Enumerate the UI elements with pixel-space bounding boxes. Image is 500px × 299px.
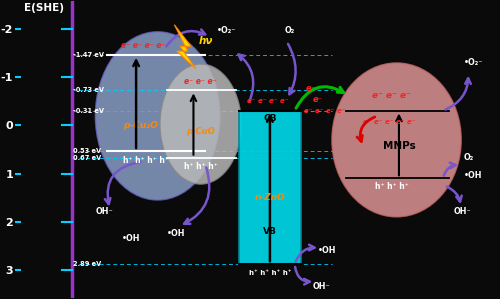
Text: CB: CB [263,114,276,123]
Text: e⁻ e⁻ e⁻ e⁻ e⁻: e⁻ e⁻ e⁻ e⁻ e⁻ [363,119,416,125]
Text: -1.47 eV: -1.47 eV [72,52,104,58]
Text: -0.31 eV: -0.31 eV [72,108,104,114]
Text: •OH: •OH [464,171,482,180]
Text: e⁻: e⁻ [313,95,323,104]
Text: h⁺ h⁺ h⁺: h⁺ h⁺ h⁺ [184,162,218,171]
Text: h⁺ h⁺ h⁺: h⁺ h⁺ h⁺ [375,182,408,191]
Text: MNPs: MNPs [382,141,416,151]
Text: •O₂⁻: •O₂⁻ [218,26,237,35]
Text: h⁺ h⁺ h⁺ h⁺: h⁺ h⁺ h⁺ h⁺ [248,270,291,276]
Text: e⁻ e⁻ e⁻: e⁻ e⁻ e⁻ [184,77,217,86]
Text: 0.67 eV: 0.67 eV [72,155,101,161]
Text: OH⁻: OH⁻ [96,207,113,216]
Text: 2.89 eV: 2.89 eV [72,261,101,267]
Text: hν: hν [199,36,214,47]
Text: VB: VB [263,227,277,236]
Text: e⁻: e⁻ [306,84,316,93]
Text: p-Cu₂O: p-Cu₂O [124,121,158,130]
Text: OH⁻: OH⁻ [313,282,330,291]
Ellipse shape [160,64,241,184]
Text: e⁻ e⁻ e⁻: e⁻ e⁻ e⁻ [372,91,411,100]
Polygon shape [174,25,196,69]
Text: E(SHE): E(SHE) [24,3,64,13]
Ellipse shape [332,63,461,217]
Text: O₂: O₂ [284,26,294,35]
Text: •O₂⁻: •O₂⁻ [464,59,483,68]
Text: e⁻ e⁻ e⁻ e⁻: e⁻ e⁻ e⁻ e⁻ [121,41,166,50]
Text: 0.53 eV: 0.53 eV [72,148,101,154]
Bar [239,111,301,264]
Text: •OH: •OH [318,246,336,255]
Text: p-CuO: p-CuO [186,127,215,136]
Text: •OH: •OH [122,234,141,243]
Text: -0.73 eV: -0.73 eV [72,88,104,94]
Text: e⁻ e⁻ e⁻ e⁻: e⁻ e⁻ e⁻ e⁻ [304,109,346,115]
Ellipse shape [96,32,220,200]
Text: e⁻ e⁻ e⁻ e⁻: e⁻ e⁻ e⁻ e⁻ [247,97,288,103]
Text: •OH: •OH [167,229,186,238]
Text: h⁺ h⁺ h⁺ h⁺: h⁺ h⁺ h⁺ h⁺ [122,155,168,164]
Text: O₂: O₂ [464,153,473,162]
Text: OH⁻: OH⁻ [454,207,471,216]
Text: n-ZnO: n-ZnO [254,193,285,202]
